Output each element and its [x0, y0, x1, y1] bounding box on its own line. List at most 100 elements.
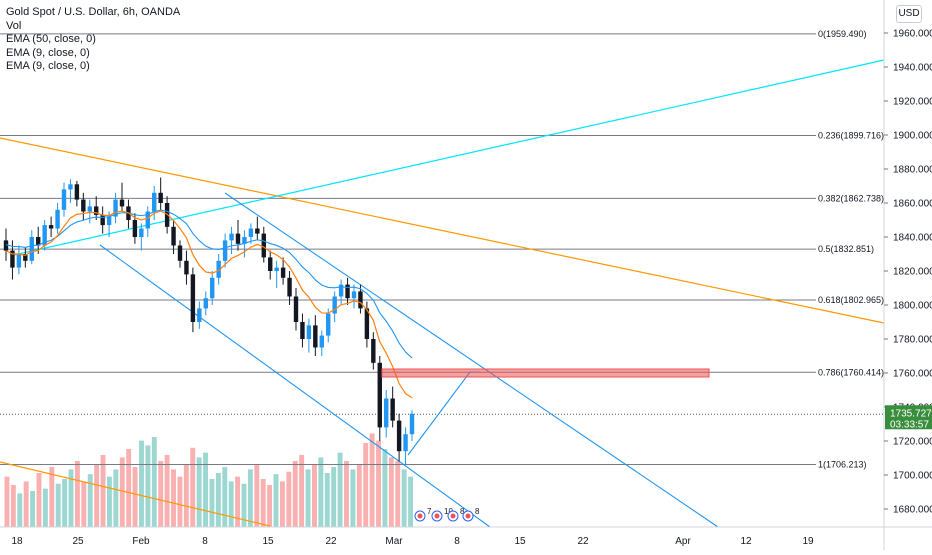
volume-bar	[395, 461, 401, 527]
fib-label: 0.618(1802.965)	[818, 295, 884, 305]
volume-bar	[331, 467, 337, 527]
symbol-title[interactable]: Gold Spot / U.S. Dollar, 6h, OANDA	[6, 6, 181, 18]
indicator-vol[interactable]: Vol	[6, 19, 22, 32]
fibonacci-levels: 0(1959.490) 0.236(1899.716) 0.382(1862.738…	[0, 29, 884, 469]
flag-icon-center	[450, 513, 456, 519]
candle-body	[190, 274, 196, 322]
volume-bar	[408, 476, 413, 527]
y-tick-label: 1960.000	[893, 29, 932, 40]
x-tick-label: 22	[325, 536, 337, 547]
volume-bar	[273, 474, 279, 527]
y-tick-label: 1940.000	[893, 63, 932, 74]
candle-body	[351, 291, 357, 299]
candle-body	[345, 284, 350, 299]
event-marker: 8	[447, 507, 465, 522]
last-price-badge	[885, 405, 932, 430]
volume-bar	[247, 469, 253, 527]
volume-bar	[81, 481, 87, 527]
candle-body	[293, 296, 299, 322]
candle-body	[242, 237, 247, 244]
volume-bar	[228, 481, 234, 527]
y-tick-label: 1860.000	[893, 199, 932, 210]
volume-bar	[68, 469, 74, 527]
ema-lines	[5, 209, 413, 399]
x-tick-label: 8	[202, 536, 208, 547]
currency-button[interactable]: USD	[896, 5, 922, 23]
candles	[3, 177, 415, 465]
orange-trend-line	[0, 137, 885, 324]
volume-bar	[286, 471, 292, 527]
candle-body	[255, 228, 260, 234]
candle-body	[177, 245, 183, 261]
volume-bar	[113, 469, 119, 527]
x-tick-label: Feb	[132, 536, 150, 547]
volume-bar	[139, 440, 144, 527]
candle-body	[326, 313, 331, 336]
volume-bar	[369, 433, 375, 527]
candle-body	[268, 257, 273, 271]
volume-bar	[196, 457, 202, 527]
trend-lines	[0, 59, 885, 528]
volume-bar	[62, 479, 68, 527]
candle-body	[332, 296, 337, 314]
candle-body	[106, 216, 112, 226]
candle-body	[274, 267, 279, 271]
candle-body	[23, 254, 28, 261]
volume-bar	[305, 469, 311, 527]
volume-bar	[36, 473, 42, 527]
candle-body	[261, 233, 266, 258]
volume-bar	[356, 464, 362, 527]
x-tick-label: Apr	[675, 536, 691, 547]
volume-bar	[318, 457, 324, 527]
x-tick-label: 19	[802, 536, 814, 547]
volume-bar	[158, 461, 164, 527]
candle-body	[55, 209, 60, 229]
candle-body	[119, 199, 125, 207]
volume-bar	[183, 464, 189, 527]
candle-body	[203, 298, 208, 309]
fib-label: 0.382(1862.738)	[818, 193, 884, 203]
last-price-countdown: 03:33:57	[890, 419, 929, 430]
candle-body	[29, 237, 34, 261]
volume-bar	[209, 479, 215, 527]
volume-bar	[94, 464, 100, 527]
candle-body	[94, 206, 99, 215]
volume-bar	[235, 476, 241, 527]
y-tick-label: 1760.000	[893, 369, 932, 380]
candle-body	[81, 199, 86, 212]
candle-body	[113, 199, 118, 217]
volume-bar	[107, 476, 112, 527]
volume-bar	[30, 491, 36, 527]
projection-path	[407, 371, 480, 456]
indicator-ema-9-b[interactable]: EMA (9, close, 0)	[6, 60, 90, 72]
volume-bar	[151, 437, 157, 527]
candle-body	[300, 322, 305, 339]
candle-body	[171, 226, 176, 246]
y-tick-label: 1880.000	[893, 165, 932, 176]
indicator-ema-50[interactable]: EMA (50, close, 0)	[6, 33, 96, 45]
volume-bar	[337, 452, 343, 527]
flag-icon-center	[465, 513, 471, 519]
event-count: 8	[460, 507, 465, 516]
indicator-ema-9-a[interactable]: EMA (9, close, 0)	[6, 46, 90, 59]
ema-9-line	[5, 210, 413, 399]
candle-body	[87, 206, 92, 212]
fib-label: 0.236(1899.716)	[818, 130, 884, 140]
candle-body	[390, 398, 395, 421]
y-tick-label: 1680.000	[893, 505, 932, 516]
y-tick-label: 1840.000	[893, 233, 932, 244]
candle-body	[377, 362, 382, 428]
volume-bar	[344, 461, 349, 527]
volume-bar	[401, 469, 407, 527]
candle-body	[235, 233, 241, 244]
candle-body	[132, 220, 138, 237]
candle-body	[396, 420, 402, 452]
candle-body	[36, 237, 41, 246]
volume-bar	[350, 469, 356, 527]
volume-bar	[222, 467, 228, 527]
volume-bar	[260, 479, 266, 527]
event-marker: 8	[462, 507, 480, 522]
